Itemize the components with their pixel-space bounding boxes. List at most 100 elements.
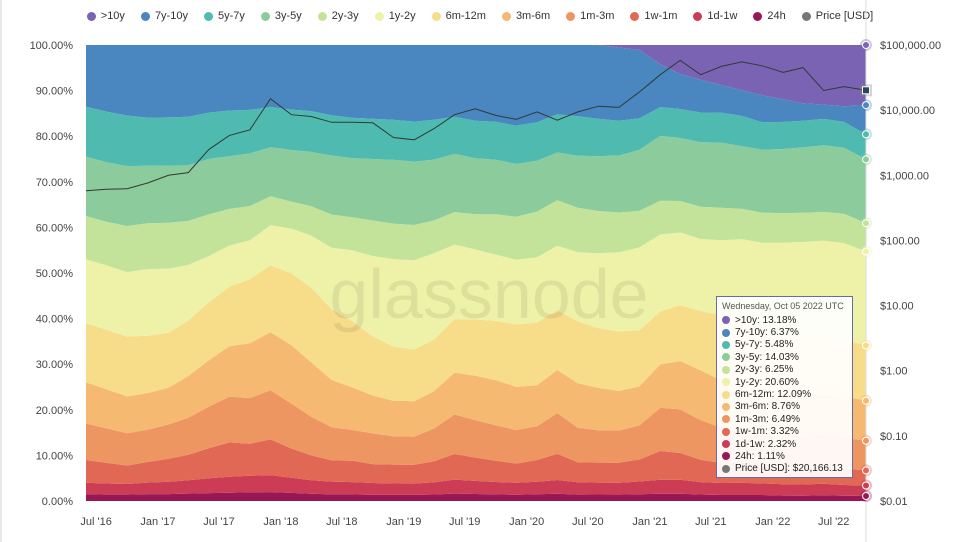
tooltip-row: 3m-6m: 8.76% [722, 401, 847, 413]
tooltip-date: Wednesday, Oct 05 2022 UTC [722, 301, 844, 311]
y-left-tick: 20.00% [36, 405, 74, 417]
legend-label: 3m-6m [515, 10, 551, 22]
tooltip-text: 1w-1m: 3.32% [735, 426, 799, 438]
area-3m-6m [86, 332, 866, 441]
tooltip-dot-icon [722, 365, 730, 374]
tooltip-row: 24h: 1.11% [722, 450, 847, 462]
y-right-tick: $100.00 [880, 235, 920, 247]
y-right-tick: $100,000.00 [880, 40, 941, 52]
y-right-tick: $1.00 [880, 366, 908, 378]
series-end-marker [862, 130, 870, 139]
watermark: glassnode [329, 255, 648, 333]
legend-label: 1y-2y [388, 10, 416, 22]
tooltip-text: 1m-3m: 6.49% [735, 413, 801, 425]
legend-label: 7y-10y [154, 10, 188, 22]
y-left-tick: 50.00% [36, 268, 74, 280]
series-end-marker [862, 436, 870, 445]
legend-label: >10y [100, 10, 125, 22]
chart-legend: >10y 7y-10y 5y-7y 3y-5y 2y-3y 1y-2y 6m-12m 3m-6… [0, 10, 960, 22]
x-tick: Jan '17 [140, 516, 175, 528]
legend-dot-icon [317, 11, 327, 21]
legend-dot-icon [260, 11, 270, 21]
area-1d-1w [86, 475, 866, 496]
legend-dot-icon [501, 11, 511, 21]
legend-dot-icon [801, 11, 811, 21]
y-right-tick: $10,000.00 [880, 105, 935, 117]
tooltip-dot-icon [722, 340, 730, 349]
legend-item[interactable]: 2y-3y [317, 10, 359, 22]
legend-item[interactable]: 7y-10y [140, 10, 188, 22]
tooltip-dot-icon [722, 427, 730, 436]
tooltip-dot-icon [722, 440, 730, 449]
legend-dot-icon [566, 11, 576, 21]
legend-dot-icon [203, 11, 213, 21]
area-24h [86, 492, 866, 501]
y-right-tick: $10.00 [880, 301, 914, 313]
legend-dot-icon [374, 11, 384, 21]
tooltip-dot-icon [722, 415, 730, 424]
tooltip-text: 2y-3y: 6.25% [735, 364, 794, 376]
legend-item[interactable]: 1m-3m [566, 10, 614, 22]
legend-item[interactable]: 6m-12m [431, 10, 486, 22]
tooltip-row: 5y-7y: 5.48% [722, 339, 847, 351]
series-end-marker [862, 341, 870, 350]
legend-label: 1m-3m [580, 10, 615, 22]
legend-label: Price [USD] [815, 10, 874, 22]
tooltip-text: 5y-7y: 5.48% [735, 339, 794, 351]
x-tick: Jan '18 [263, 516, 298, 528]
legend-dot-icon [630, 11, 640, 21]
x-tick: Jul '22 [818, 516, 849, 528]
tooltip-row: 1y-2y: 20.60% [722, 376, 847, 388]
legend-item[interactable]: Price [USD] [801, 10, 874, 22]
tooltip-row: >10y: 13.18% [722, 314, 847, 326]
y-right-tick: $1,000.00 [880, 170, 929, 182]
x-tick: Jul '17 [203, 516, 234, 528]
tooltip-row: 1w-1m: 3.32% [722, 426, 847, 438]
tooltip-dot-icon [722, 328, 730, 337]
legend-item[interactable]: 3m-6m [501, 10, 551, 22]
chart-tooltip: Wednesday, Oct 05 2022 UTC >10y: 13.18% 7… [716, 296, 853, 478]
legend-item[interactable]: 24h [753, 10, 786, 22]
area-1w-1m [86, 439, 866, 486]
area-1m-3m [86, 390, 866, 471]
legend-dot-icon [753, 11, 763, 21]
y-left-tick: 0.00% [42, 496, 73, 508]
tooltip-text: 3m-6m: 8.76% [735, 401, 801, 413]
tooltip-text: 6m-12m: 12.09% [735, 389, 812, 401]
legend-item[interactable]: 1d-1w [693, 10, 737, 22]
tooltip-text: 1d-1w: 2.32% [735, 438, 797, 450]
area-5y-7y [86, 106, 866, 167]
x-tick: Jul '19 [449, 516, 480, 528]
area-1y-2y [86, 225, 866, 350]
area-2y-3y [86, 196, 866, 273]
y-left-tick: 70.00% [36, 177, 74, 189]
legend-label: 1d-1w [707, 10, 738, 22]
legend-item[interactable]: 5y-7y [203, 10, 245, 22]
tooltip-dot-icon [722, 464, 730, 473]
legend-label: 1w-1m [644, 10, 678, 22]
legend-label: 3y-5y [274, 10, 302, 22]
y-left-tick: 60.00% [36, 222, 74, 234]
legend-item[interactable]: 1y-2y [374, 10, 416, 22]
tooltip-row: 6m-12m: 12.09% [722, 388, 847, 400]
legend-dot-icon [86, 11, 96, 21]
legend-dot-icon [140, 11, 150, 21]
x-tick: Jan '22 [755, 516, 790, 528]
series-end-marker [862, 219, 870, 228]
x-tick: Jan '21 [632, 516, 667, 528]
tooltip-row: 1m-3m: 6.49% [722, 413, 847, 425]
x-tick: Jan '19 [386, 516, 421, 528]
legend-item[interactable]: >10y [86, 10, 125, 22]
y-left-tick: 10.00% [36, 450, 74, 462]
area-10y [86, 45, 866, 107]
series-end-marker [862, 247, 870, 256]
tooltip-dot-icon [722, 316, 730, 325]
legend-item[interactable]: 1w-1m [630, 10, 677, 22]
x-tick: Jul '16 [80, 516, 111, 528]
x-tick: Jul '18 [326, 516, 357, 528]
x-tick: Jul '20 [572, 516, 603, 528]
y-left-tick: 100.00% [30, 40, 74, 52]
legend-dot-icon [431, 11, 441, 21]
legend-item[interactable]: 3y-5y [260, 10, 302, 22]
tooltip-row: 2y-3y: 6.25% [722, 364, 847, 376]
